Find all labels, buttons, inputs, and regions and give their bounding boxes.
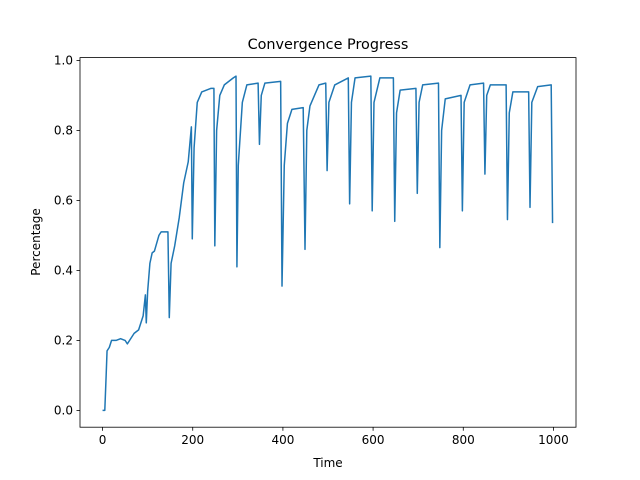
x-tick-label: 200 [181, 433, 204, 447]
y-axis-label: Percentage [29, 208, 43, 276]
y-tick-label: 0.6 [54, 193, 73, 207]
y-tick-label: 0.4 [54, 263, 73, 277]
data-line [102, 75, 554, 412]
x-tick-label: 0 [99, 433, 107, 447]
y-tick-label: 1.0 [54, 53, 73, 67]
y-tick-label: 0.8 [54, 123, 73, 137]
x-tick-label: 800 [452, 433, 475, 447]
x-tick-label: 400 [271, 433, 294, 447]
x-axis-label: Time [312, 456, 342, 470]
x-tick-label: 1000 [538, 433, 569, 447]
y-tick-label: 0.2 [54, 333, 73, 347]
plot-frame [79, 57, 577, 428]
x-tick-label: 600 [362, 433, 385, 447]
chart-title: Convergence Progress [248, 37, 409, 53]
y-tick-label: 0.0 [54, 403, 73, 417]
